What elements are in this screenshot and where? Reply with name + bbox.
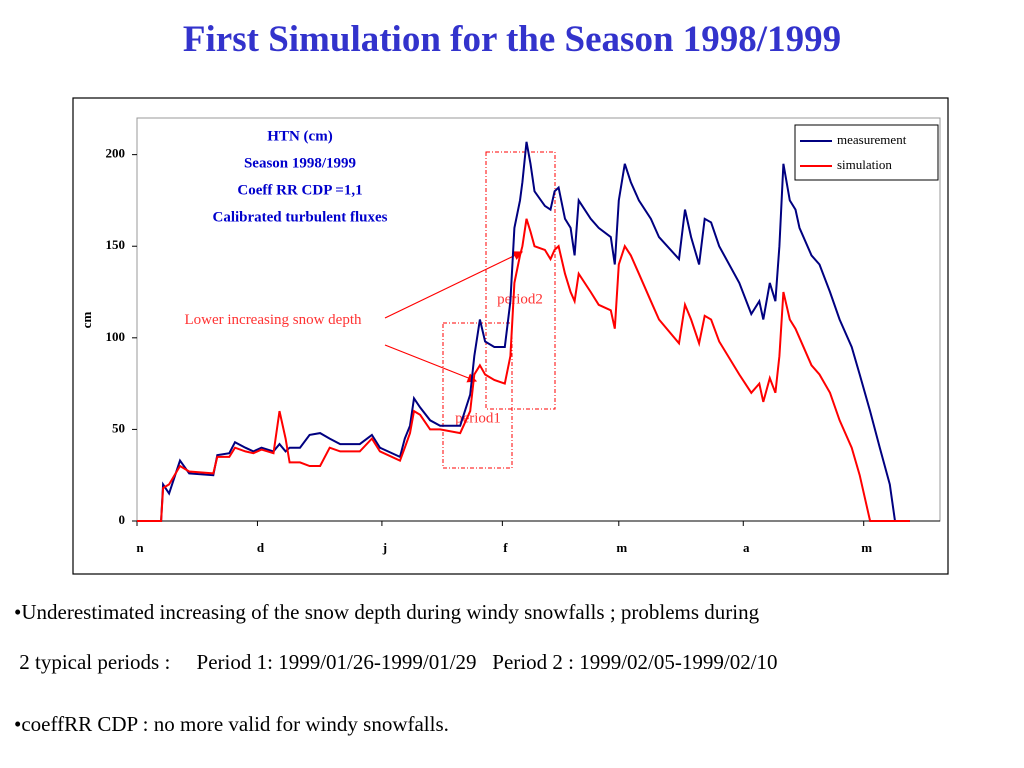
x-tick-label: a xyxy=(743,540,750,555)
x-tick-label: n xyxy=(136,540,144,555)
arrow xyxy=(384,344,478,383)
legend-label: simulation xyxy=(837,157,892,172)
period2-box xyxy=(485,151,556,410)
legend-label: measurement xyxy=(837,132,907,147)
x-tick-label: d xyxy=(257,540,265,555)
chart-subtitle: Calibrated turbulent fluxes xyxy=(212,209,387,225)
x-tick-label: m xyxy=(861,540,872,555)
y-tick-label: 0 xyxy=(119,512,126,527)
x-tick-label: f xyxy=(503,540,508,555)
arrow xyxy=(384,251,524,319)
x-tick-label: m xyxy=(616,540,627,555)
period1-box xyxy=(442,322,513,469)
y-tick-label: 200 xyxy=(106,146,126,161)
annotation: Lower increasing snow depth xyxy=(184,312,362,328)
series-line xyxy=(137,218,910,522)
chart-subtitle: Coeff RR CDP =1,1 xyxy=(237,182,362,198)
y-tick-label: 150 xyxy=(106,237,126,252)
legend xyxy=(794,124,939,181)
period-label: period1 xyxy=(455,410,501,426)
bullet: •coeffRR CDP : no more valid for windy s… xyxy=(14,712,449,736)
chart-subtitle: Season 1998/1999 xyxy=(244,155,356,171)
chart-subtitle: HTN (cm) xyxy=(267,128,332,144)
bullet: •Underestimated increasing of the snow d… xyxy=(14,600,760,624)
y-tick-label: 100 xyxy=(106,329,126,344)
y-tick-label: 50 xyxy=(112,420,125,435)
x-tick-label: j xyxy=(382,540,387,555)
period-label: period2 xyxy=(497,291,543,307)
slide-title: First Simulation for the Season 1998/199… xyxy=(182,19,842,60)
y-axis-label: cm xyxy=(79,312,94,329)
bullet: 2 typical periods : Period 1: 1999/01/26… xyxy=(14,650,778,674)
